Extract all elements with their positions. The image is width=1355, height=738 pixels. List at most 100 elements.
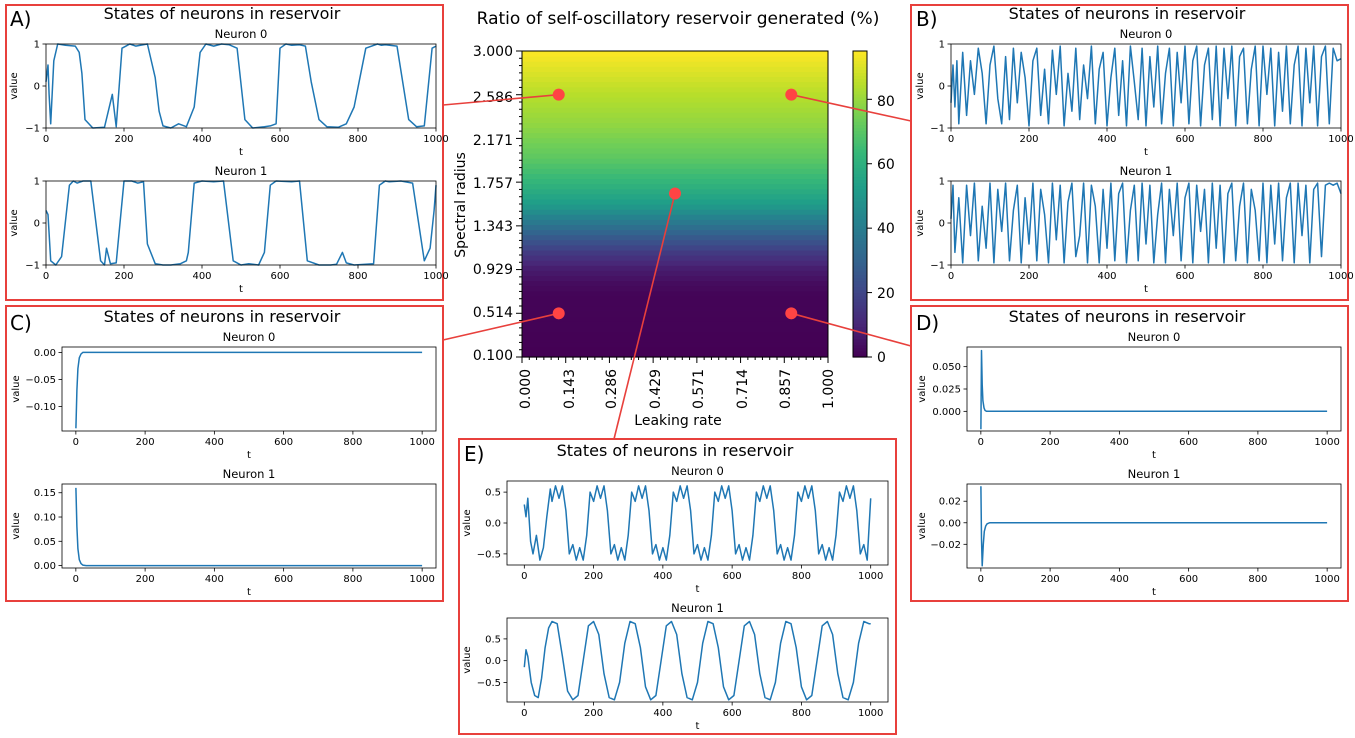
x-tick-label: 600 (1179, 437, 1198, 448)
colorbar-segment (853, 139, 867, 144)
subplot-axes (61, 346, 437, 432)
x-axis-label: t (1152, 587, 1156, 598)
x-tick-label: 0 (521, 571, 527, 582)
colorbar-segment (853, 219, 867, 223)
colorbar-segment (853, 164, 867, 168)
x-tick-label: 1000 (1328, 271, 1353, 282)
x-axis-label: t (247, 450, 251, 461)
colorbar-segment (853, 54, 867, 58)
colorbar-segment (853, 231, 867, 236)
heatmap-xtick-6: 0.857 (778, 369, 794, 409)
colorbar-segment (853, 314, 867, 318)
colorbar-segment (853, 280, 867, 285)
colorbar-tick-1: 20 (877, 286, 895, 302)
colorbar-segment (853, 347, 867, 352)
x-tick-label: 800 (1253, 271, 1272, 282)
colorbar-segment (853, 350, 867, 355)
heatmap-cell-row (522, 214, 828, 220)
y-tick-label: 0.5 (485, 634, 501, 645)
x-tick-label: 600 (723, 571, 742, 582)
colorbar-segment (853, 142, 867, 147)
state-panels: A) States of neurons in reservoir Neuron 0… (5, 4, 1354, 735)
colorbar-segment (853, 96, 867, 101)
panel-a: A) States of neurons in reservoir Neuron 0… (5, 4, 449, 301)
heatmap-xtick-4: 0.571 (691, 369, 707, 409)
y-tick-label: 0.10 (34, 513, 56, 524)
colorbar-segment (853, 197, 867, 202)
y-tick-label: 0 (939, 219, 945, 230)
subplot-axes (61, 483, 437, 569)
y-axis-label: value (917, 512, 928, 539)
subplot-title: Neuron 1 (671, 601, 724, 615)
x-axis-label: t (696, 721, 700, 732)
colorbar-segment (853, 225, 867, 230)
series-line (980, 349, 1328, 430)
x-tick-label: 800 (343, 437, 362, 448)
heatmap-cell-row (522, 290, 828, 297)
heatmap-x-minor-ticks (521, 357, 829, 363)
heatmap-ytick-2: 2.171 (473, 133, 513, 149)
heatmap-cell-row (522, 56, 828, 62)
subplot-neuron-0: Neuron 0 0 200 400 600 800 1000 0.00 −0.05 −0.10 t… (11, 330, 437, 461)
colorbar-segment (853, 63, 867, 67)
subplot-title: Neuron 0 (1120, 27, 1173, 41)
heatmap-cell-row (522, 112, 828, 118)
series-line (950, 182, 1342, 264)
x-tick-label: 400 (1097, 271, 1116, 282)
heatmap-cell-row (522, 270, 828, 276)
heatmap-cell-row (522, 209, 828, 215)
y-axis-label: value (11, 512, 22, 539)
x-tick-label: 800 (792, 571, 811, 582)
heatmap-cell-row (522, 76, 828, 83)
heatmap-cell-row (522, 280, 828, 287)
colorbar-segment (853, 78, 867, 83)
colorbar-segment (853, 81, 867, 86)
colorbar-segment (853, 66, 867, 70)
x-tick-label: 800 (343, 574, 362, 585)
y-tick-label: 0.000 (932, 407, 961, 418)
y-tick-label: 0 (34, 219, 40, 230)
x-tick-label: 0 (948, 134, 954, 145)
heatmap-xtick-7: 1.000 (821, 369, 837, 409)
heatmap-cell-row (522, 321, 828, 327)
x-tick-label: 200 (136, 574, 155, 585)
y-tick-label: 1 (939, 40, 945, 51)
heatmap-ytick-4: 1.343 (473, 219, 513, 235)
marker-C (552, 307, 565, 320)
series-line (45, 180, 437, 266)
y-axis-label: value (11, 375, 22, 402)
y-tick-label: 0.025 (932, 385, 961, 396)
colorbar-segment (853, 57, 867, 61)
colorbar-segment (853, 127, 867, 132)
heatmap-cell-row (522, 336, 828, 343)
y-tick-label: −0.05 (25, 375, 56, 386)
subplot-axes (45, 180, 437, 266)
x-axis-label: t (1152, 450, 1156, 461)
colorbar-segment (853, 301, 867, 306)
x-tick-label: 600 (1175, 134, 1194, 145)
heatmap-cell-row (522, 275, 828, 282)
colorbar-segment (853, 161, 867, 165)
heatmap-cell-row (522, 61, 828, 67)
colorbar-segment (853, 121, 867, 126)
heatmap-cell-row (522, 117, 828, 123)
heatmap-cell-row (522, 173, 828, 180)
y-axis-label: value (9, 72, 20, 99)
colorbar-segment (853, 118, 867, 122)
connector-B (791, 93, 912, 122)
series-line (75, 487, 423, 567)
heatmap-cell-row (522, 255, 828, 261)
colorbar-segment (853, 148, 867, 153)
subplot-neuron-0: Neuron 0 0 200 400 600 800 1000 0.5 0.0 −0.5 t valu… (462, 464, 889, 595)
y-tick-label: 0.0 (485, 656, 501, 667)
heatmap-xtick-1: 0.143 (562, 369, 578, 409)
colorbar-segment (853, 207, 867, 211)
y-tick-label: −1 (930, 261, 945, 272)
colorbar-segment (853, 145, 867, 150)
series-line (980, 486, 1328, 567)
colorbar-segment (853, 194, 867, 199)
panel-frame (910, 305, 1349, 602)
colorbar-segment (853, 286, 867, 291)
heatmap-cells (522, 51, 828, 358)
x-tick-label: 200 (584, 708, 603, 719)
